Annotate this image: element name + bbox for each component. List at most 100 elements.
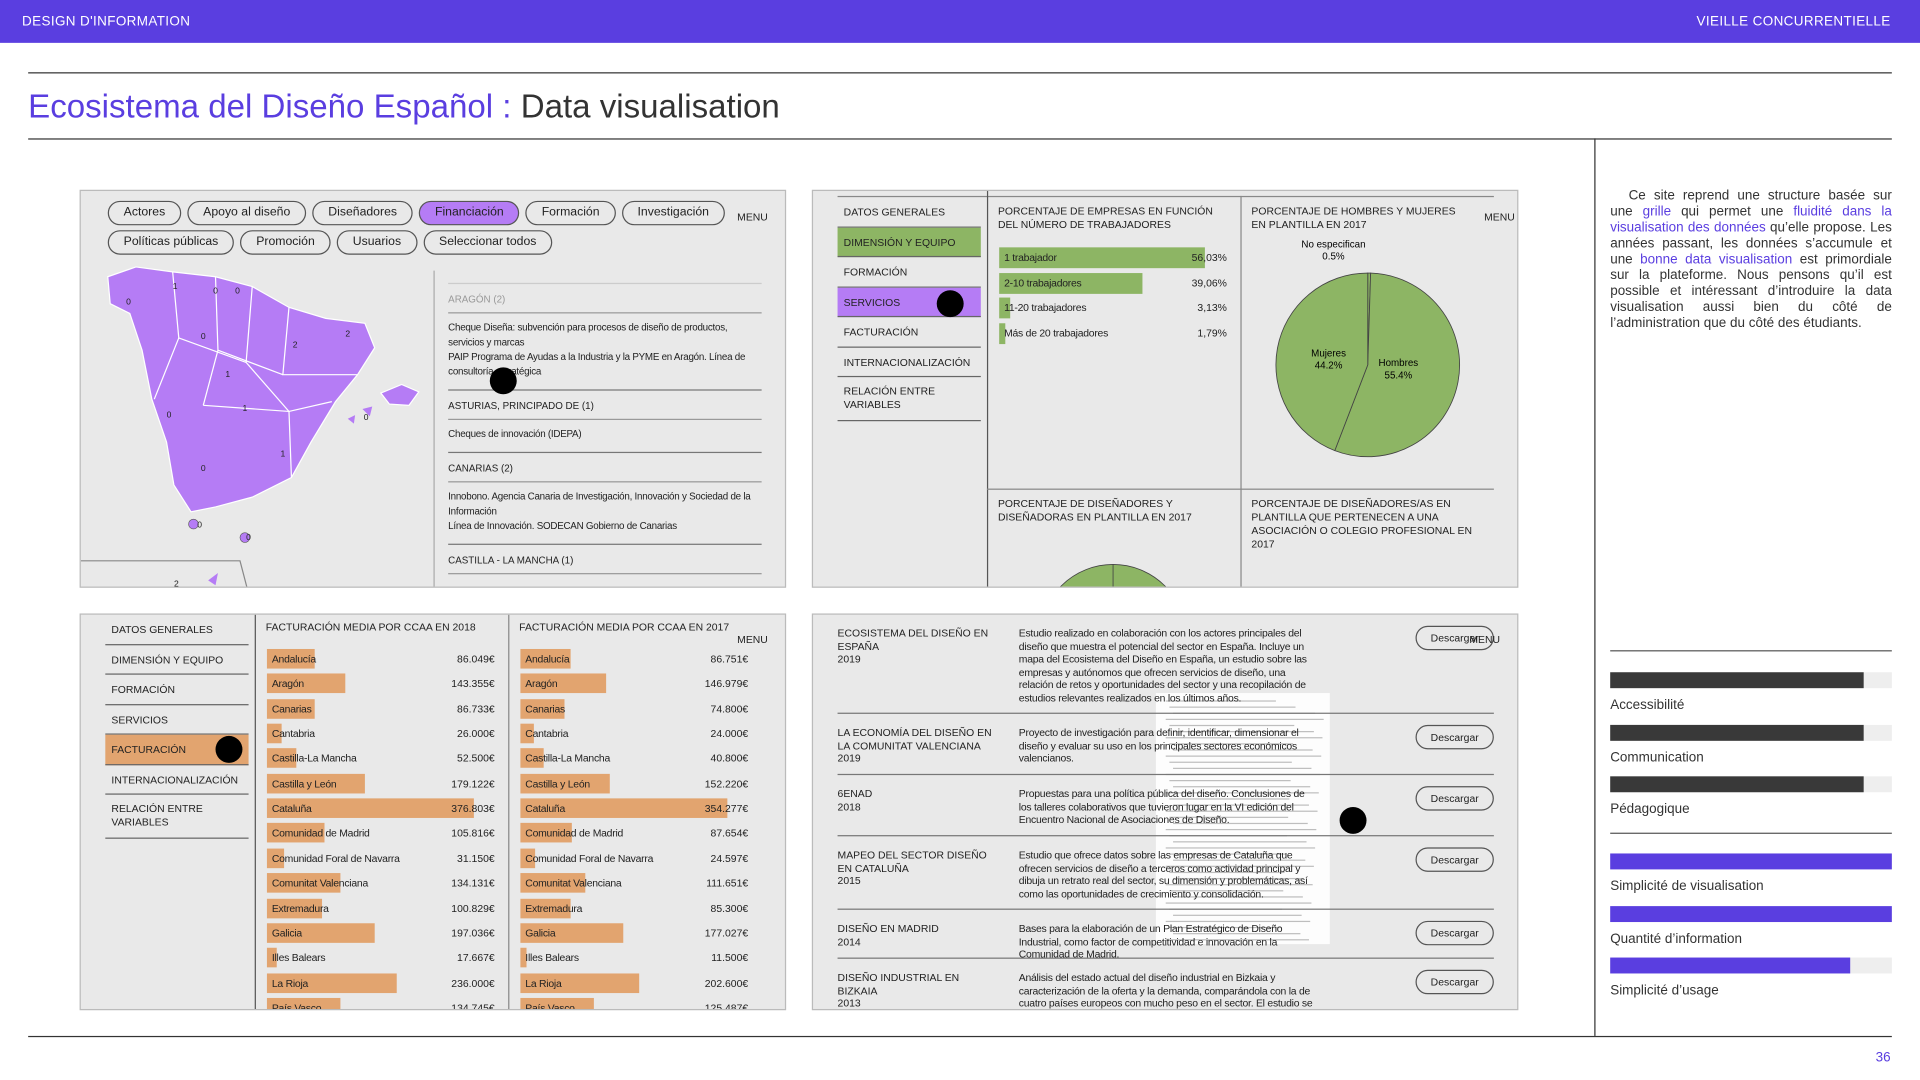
title-rest: Data visualisation xyxy=(520,88,780,125)
bar-label: 1 trabajador xyxy=(1004,251,1057,264)
bar xyxy=(266,873,341,893)
rating-bar xyxy=(1610,957,1850,974)
preview-line xyxy=(1173,896,1303,898)
rating-label: Quantité d’information xyxy=(1610,931,1742,946)
value-label: 146.979€ xyxy=(704,677,749,690)
highlight: grille xyxy=(1642,204,1672,220)
filter-pill[interactable]: Financiación xyxy=(419,200,520,226)
download-button[interactable]: Descargar xyxy=(1415,786,1494,811)
value-label: 3,13% xyxy=(1197,301,1227,314)
value-label: 100.829€ xyxy=(451,901,495,915)
study-year: 2019 xyxy=(837,751,861,765)
download-button[interactable]: Descargar xyxy=(1415,920,1494,946)
bar-label: Comunidad de Madrid xyxy=(271,827,370,840)
slice-value: 55.4% xyxy=(1385,370,1413,381)
chart-divider xyxy=(1240,488,1242,587)
bar-label: Comunitat Valenciana xyxy=(525,876,622,890)
value-label: 143.355€ xyxy=(451,677,495,690)
filter-pill[interactable]: Formación xyxy=(525,200,616,226)
study-title: DISEÑO INDUSTRIAL EN BIZKAIA 2013 xyxy=(838,971,997,1009)
preview-line xyxy=(1173,749,1313,751)
island xyxy=(208,573,218,586)
preview-line xyxy=(1165,828,1317,831)
island xyxy=(379,383,420,406)
slice-label: Mujeres xyxy=(1311,348,1346,359)
row-rule xyxy=(837,773,1494,776)
pie-slice xyxy=(1275,272,1369,452)
value-label: 105.816€ xyxy=(451,827,495,840)
bar-label: Galicia xyxy=(271,926,302,939)
filter-pill[interactable]: Promoción xyxy=(240,230,331,255)
slice-value: 44.2% xyxy=(1315,361,1343,372)
bar-label: Castilla y León xyxy=(525,777,590,790)
row-rule xyxy=(837,908,1494,910)
nav-item[interactable]: RELACIÓN ENTRE VARIABLES xyxy=(105,795,249,839)
nav-item[interactable]: RELACIÓN ENTRE VARIABLES xyxy=(837,377,981,422)
nav-item[interactable]: DIMENSIÓN Y EQUIPO xyxy=(837,227,981,258)
island xyxy=(362,406,373,417)
header-right: VIEILLE CONCURRENTIELLE xyxy=(1696,14,1891,30)
value-label: 134.131€ xyxy=(451,876,495,890)
slice-label: Hombres xyxy=(1379,358,1419,369)
list-divider xyxy=(433,270,435,587)
workforce-screenshot: DATOS GENERALES DIMENSIÓN Y EQUIPO FORMACI… xyxy=(811,189,1519,588)
bar-label: 2-10 trabajadores xyxy=(1004,276,1082,289)
filter-pill[interactable]: Actores xyxy=(107,200,182,226)
chart-title: PORCENTAJE DE DISEÑADORES Y DISEÑADORAS … xyxy=(997,497,1192,523)
nav-item[interactable]: FORMACIÓN xyxy=(837,257,981,288)
slice-label: No especifican xyxy=(1301,239,1365,250)
filter-row: Actores Apoyo al diseño Diseñadores Financi… xyxy=(107,200,725,226)
study-year: 2019 xyxy=(837,652,861,665)
nav-item[interactable]: INTERNACIONALIZACIÓN xyxy=(837,347,981,378)
download-button[interactable]: Descargar xyxy=(1415,724,1494,750)
preview-line xyxy=(1169,761,1292,763)
page-title: Ecosistema del Diseño Español : Data vis… xyxy=(28,88,780,126)
study-year: 2015 xyxy=(837,874,861,887)
preview-line xyxy=(1173,731,1314,733)
preview-line xyxy=(1169,743,1294,745)
filter-pill[interactable]: Investigación xyxy=(621,200,725,226)
nav-item[interactable]: FACTURACIÓN xyxy=(837,317,981,348)
bar-label: Illes Balears xyxy=(525,951,579,964)
nav-item[interactable]: FORMACIÓN xyxy=(105,675,249,705)
download-button[interactable]: Descargar xyxy=(1415,625,1494,651)
bar xyxy=(520,848,535,868)
bar-label: Cantabria xyxy=(271,727,315,740)
bar xyxy=(266,997,341,1009)
bar xyxy=(520,773,610,794)
filter-pill[interactable]: Diseñadores xyxy=(312,200,413,226)
map-label: 2 xyxy=(293,340,298,350)
bar-label: Cataluña xyxy=(271,802,312,815)
filter-pill[interactable]: Seleccionar todos xyxy=(423,230,553,255)
bar-label: Canarias xyxy=(525,702,566,715)
chart-title: PORCENTAJE DE EMPRESAS EN FUNCIÓN DEL NÚ… xyxy=(997,204,1213,231)
nav-item[interactable]: DATOS GENERALES xyxy=(105,615,249,645)
divider xyxy=(1594,138,1596,1036)
filter-pill[interactable]: Usuarios xyxy=(336,230,417,255)
cursor xyxy=(936,290,964,318)
download-button[interactable]: Descargar xyxy=(1415,969,1494,995)
rating-bar xyxy=(1610,724,1864,741)
value-label: 56,03% xyxy=(1191,251,1227,264)
filter-pill[interactable]: Apoyo al diseño xyxy=(187,200,307,226)
nav-item[interactable]: DIMENSIÓN Y EQUIPO xyxy=(105,645,249,675)
chart-title: PORCENTAJE DE HOMBRES Y MUJERES EN PLANT… xyxy=(1251,204,1456,231)
bar xyxy=(266,798,474,819)
chart-title: FACTURACIÓN MEDIA POR CCAA EN 2018 xyxy=(265,620,476,634)
value-label: 202.600€ xyxy=(704,976,749,989)
nav-item[interactable]: DATOS GENERALES xyxy=(837,197,981,228)
region-heading: CASTILLA - LA MANCHA (1) xyxy=(448,543,762,573)
rating-bar xyxy=(1610,672,1864,689)
bar xyxy=(266,748,296,769)
nav-item[interactable]: INTERNACIONALIZACIÓN xyxy=(105,765,249,795)
menu-label: MENU xyxy=(737,633,768,646)
nav-item[interactable]: SERVICIOS xyxy=(105,705,249,735)
map-label: 0 xyxy=(364,412,369,422)
filter-pill[interactable]: Políticas públicas xyxy=(107,230,235,255)
download-button[interactable]: Descargar xyxy=(1415,847,1494,872)
preview-line xyxy=(1173,822,1308,825)
mainland xyxy=(107,266,376,513)
menu-label: MENU xyxy=(1469,633,1501,646)
bar xyxy=(520,723,535,744)
